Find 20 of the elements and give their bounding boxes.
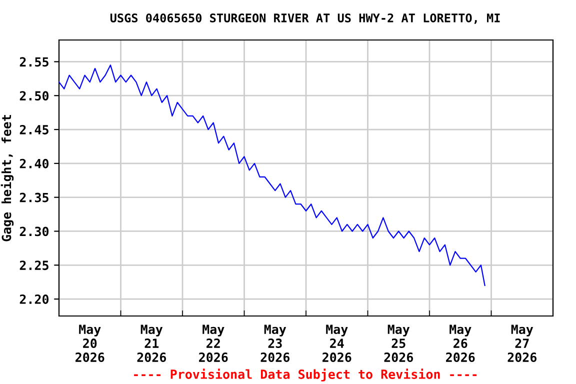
y-axis-title: Gage height, feet: [0, 115, 14, 242]
y-tick-label: 2.25: [20, 260, 48, 270]
y-tick-label: 2.45: [20, 124, 48, 134]
line-series: [59, 64, 486, 286]
x-tick-label: May 20 2026: [76, 324, 104, 362]
x-tick-label: May 21 2026: [137, 324, 166, 362]
x-tick-label: May 23 2026: [260, 324, 290, 362]
y-tick-label: 2.30: [20, 226, 49, 236]
text: ---- Provisional Data Subject to Revision ----: [134, 368, 477, 382]
y-tick-label: 2.20: [20, 294, 49, 304]
x-tick-label: May 27 2026: [508, 324, 536, 362]
y-tick-label: 2.35: [20, 192, 48, 202]
y-tick-label: 2.55: [20, 57, 48, 67]
y-tick-label: 2.40: [20, 158, 49, 168]
chart-title: USGS 04065650 STURGEON RIVER AT US HWY-2 AT LORETTO, MI: [110, 13, 500, 24]
x-tick-label: May 25 2026: [384, 324, 413, 362]
x-tick-label: May 22 2026: [199, 324, 228, 362]
y-tick-label: 2.50: [20, 91, 49, 101]
x-tick-label: May 26 2026: [446, 324, 475, 362]
x-tick-label: May 24 2026: [322, 324, 352, 362]
